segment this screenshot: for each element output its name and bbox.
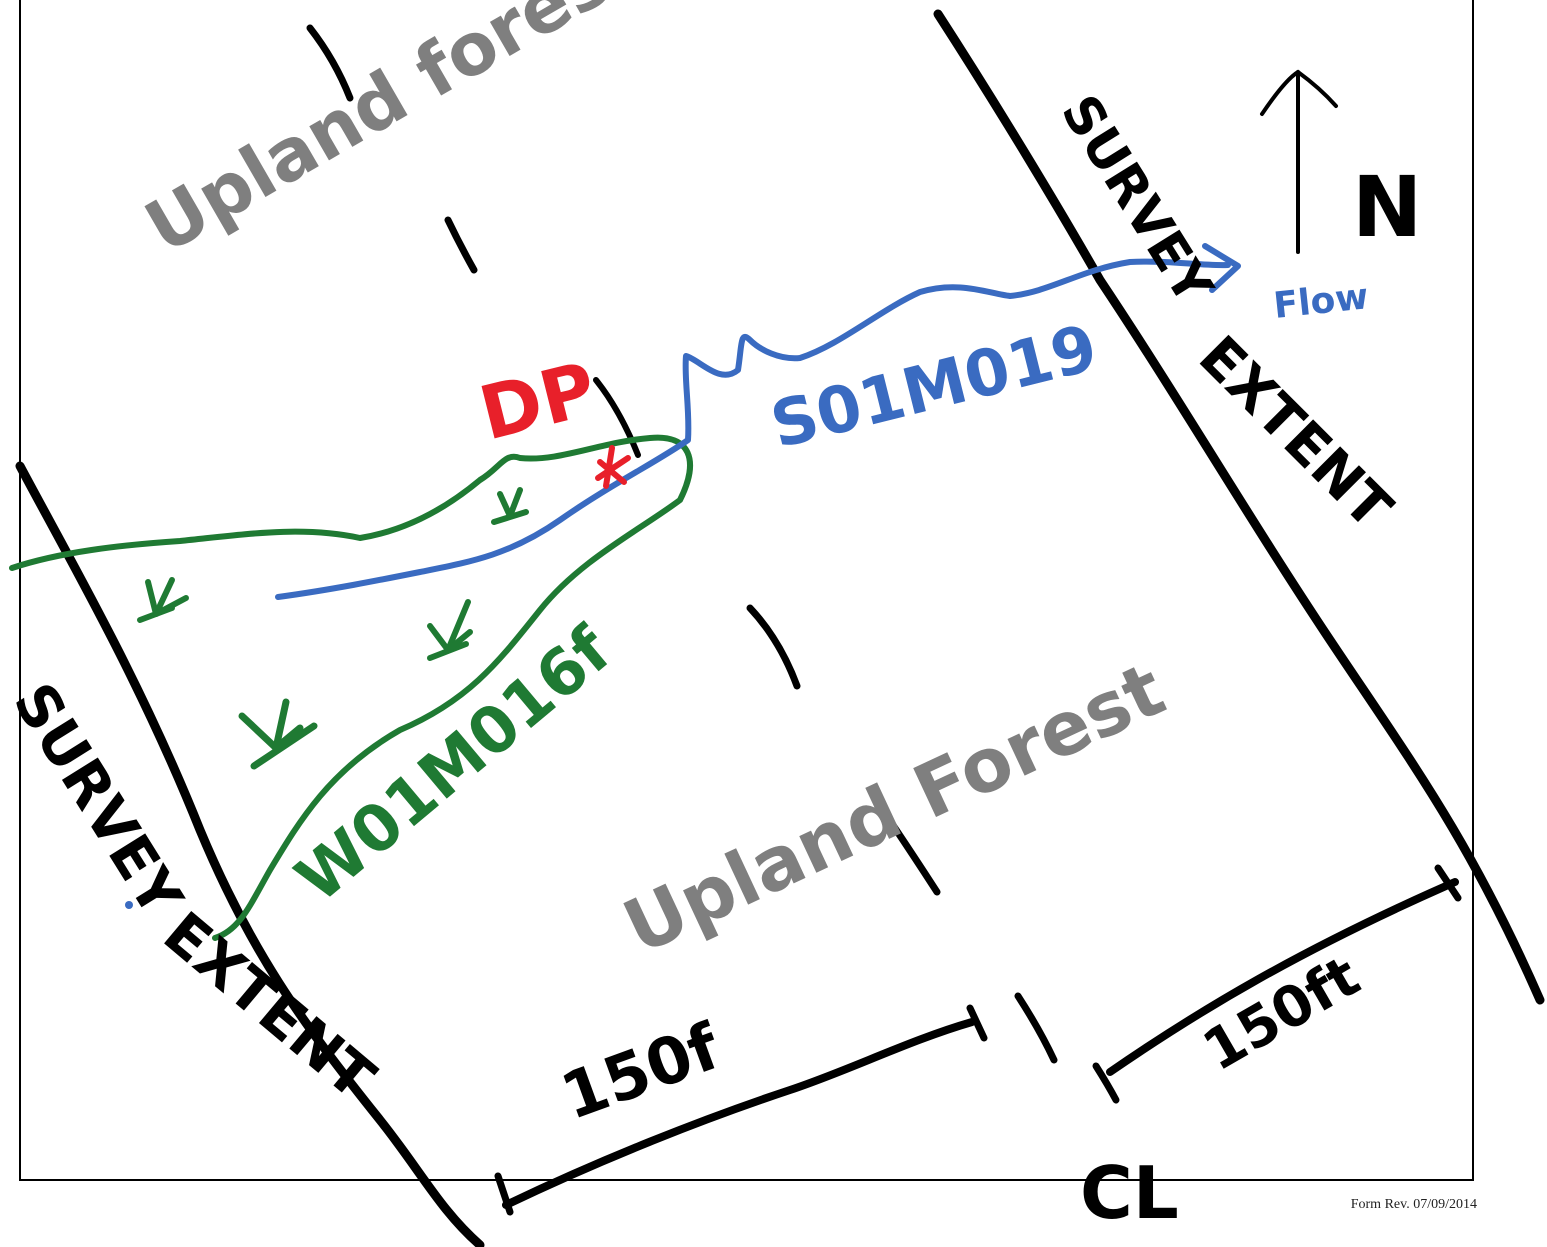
forest-divider-6: [1014, 992, 1058, 1064]
forest-divider-5: [872, 796, 941, 896]
x-marker-icon: [595, 445, 631, 489]
survey-extent-right-label: SURVEY: [1049, 85, 1224, 316]
flow-arrow-icon: [1202, 243, 1241, 293]
stream-dot: [125, 901, 133, 909]
upland-forest-label-bottom: Upland Forest: [611, 646, 1177, 971]
data-point-label: DP: [472, 346, 605, 457]
wetland-boundary: [9, 434, 693, 941]
dimension-tick-left-a: [494, 1172, 514, 1216]
centerline-label: CL: [1080, 1151, 1179, 1235]
north-arrow-icon: [1260, 69, 1338, 254]
extent-right-label: EXTENT: [1186, 324, 1404, 542]
map-frame: [19, 0, 1474, 1181]
north-label: N: [1352, 158, 1422, 256]
marsh-grass-icon: [491, 487, 529, 525]
marsh-grass-icon: [137, 577, 189, 623]
dimension-label-left: 150f: [552, 1010, 730, 1135]
survey-extent-left-line: [15, 461, 485, 1247]
dimension-line-left: [502, 1018, 976, 1209]
stream-id-label: S01M019: [764, 311, 1104, 463]
forest-divider-2: [444, 216, 478, 274]
survey-extent-right-line: [933, 9, 1545, 1005]
forest-divider-1: [306, 24, 354, 102]
dimension-line-right: [1106, 878, 1459, 1076]
forest-divider-4: [746, 604, 801, 690]
marsh-grass-icon: [238, 698, 318, 770]
extent-left-label: EXTENT: [151, 899, 388, 1113]
dimension-tick-right: [1434, 864, 1462, 902]
form-revision-text: Form Rev. 07/09/2014: [1350, 1197, 1477, 1212]
wetland-id-label: W01M016f: [283, 612, 626, 917]
flow-label: Flow: [1272, 276, 1371, 327]
dimension-tick-left-b: [966, 1004, 988, 1042]
forest-divider-7: [1092, 1062, 1120, 1104]
forest-divider-3: [593, 377, 641, 458]
upland-forest-label-top: Upland forest: [132, 0, 653, 270]
marsh-grass-icon: [427, 599, 473, 661]
stream-line: [275, 258, 1231, 600]
survey-extent-left-label: SURVEY: [0, 671, 196, 928]
